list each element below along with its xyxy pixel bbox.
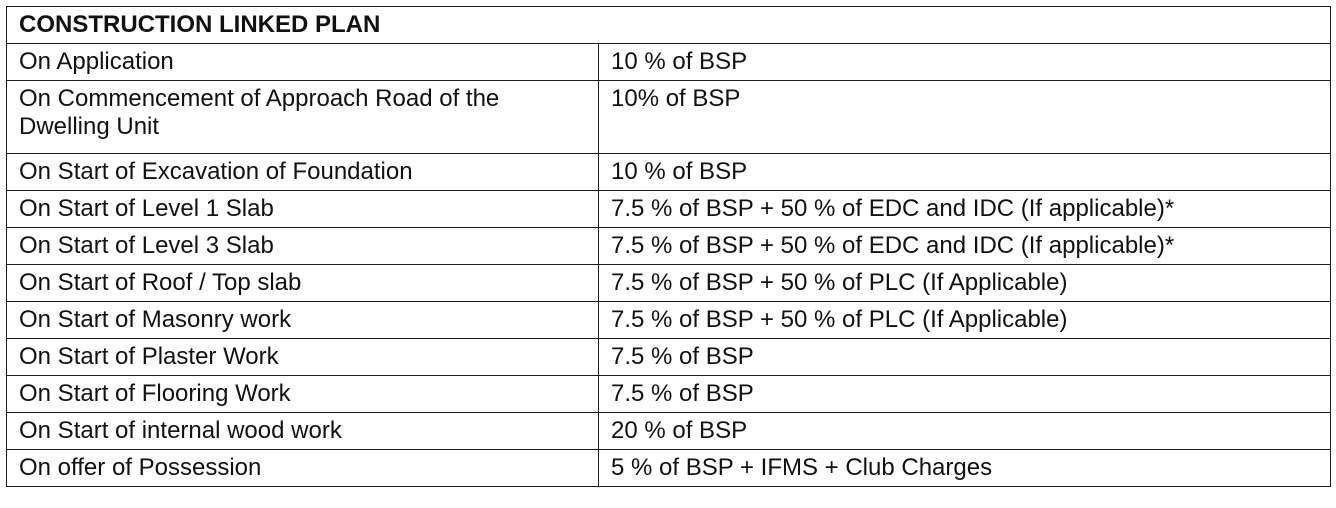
payment-cell: 7.5 % of BSP [597, 338, 1332, 376]
payment-cell: 10 % of BSP [597, 43, 1332, 81]
stage-cell: On offer of Possession [6, 449, 599, 487]
table-row: On Start of Level 3 Slab 7.5 % of BSP + … [6, 227, 1332, 265]
stage-cell: On Start of Roof / Top slab [6, 264, 599, 302]
payment-cell: 7.5 % of BSP + 50 % of PLC (If Applicabl… [597, 264, 1332, 302]
table-row: On Start of Plaster Work 7.5 % of BSP [6, 338, 1332, 376]
payment-cell: 20 % of BSP [597, 412, 1332, 450]
table-title-row: CONSTRUCTION LINKED PLAN [5, 6, 1332, 44]
payment-cell: 7.5 % of BSP + 50 % of EDC and IDC (If a… [597, 190, 1332, 228]
payment-cell: 10% of BSP [597, 80, 1332, 154]
stage-cell: On Start of Masonry work [6, 301, 599, 339]
stage-cell: On Start of Flooring Work [6, 375, 599, 413]
table-row: On Application 10 % of BSP [6, 43, 1332, 81]
table-row: On Start of Excavation of Foundation 10 … [6, 153, 1332, 191]
payment-plan-table: CONSTRUCTION LINKED PLAN On Application … [5, 6, 1332, 487]
table-row: On offer of Possession 5 % of BSP + IFMS… [6, 449, 1332, 487]
table-title: CONSTRUCTION LINKED PLAN [5, 6, 1332, 44]
payment-cell: 7.5 % of BSP + 50 % of EDC and IDC (If a… [597, 227, 1332, 265]
stage-cell: On Start of Excavation of Foundation [6, 153, 599, 191]
stage-cell: On Application [6, 43, 599, 81]
payment-cell: 10 % of BSP [597, 153, 1332, 191]
payment-cell: 7.5 % of BSP [597, 375, 1332, 413]
table-row: On Commencement of Approach Road of the … [6, 80, 1332, 154]
stage-cell: On Start of internal wood work [6, 412, 599, 450]
stage-cell: On Start of Level 1 Slab [6, 190, 599, 228]
table-row: On Start of Level 1 Slab 7.5 % of BSP + … [6, 190, 1332, 228]
payment-cell: 5 % of BSP + IFMS + Club Charges [597, 449, 1332, 487]
payment-cell: 7.5 % of BSP + 50 % of PLC (If Applicabl… [597, 301, 1332, 339]
stage-cell: On Start of Level 3 Slab [6, 227, 599, 265]
stage-cell: On Start of Plaster Work [6, 338, 599, 376]
table-row: On Start of Masonry work 7.5 % of BSP + … [6, 301, 1332, 339]
table-row: On Start of Flooring Work 7.5 % of BSP [6, 375, 1332, 413]
table-row: On Start of internal wood work 20 % of B… [6, 412, 1332, 450]
stage-cell: On Commencement of Approach Road of the … [6, 80, 599, 154]
table-row: On Start of Roof / Top slab 7.5 % of BSP… [6, 264, 1332, 302]
